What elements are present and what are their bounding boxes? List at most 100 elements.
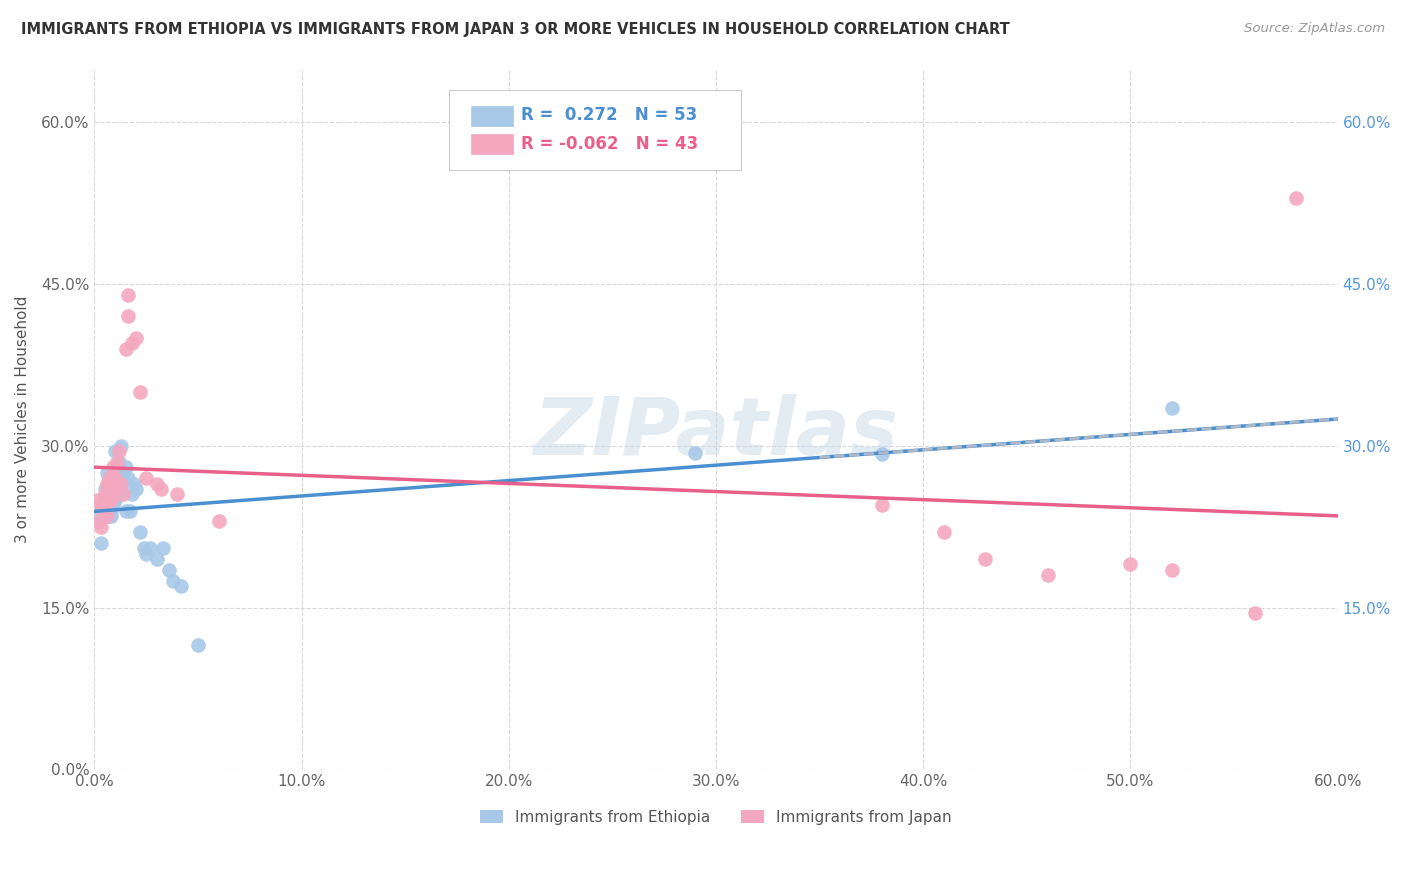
FancyBboxPatch shape <box>449 89 741 170</box>
Point <box>125 482 148 496</box>
Point <box>104 492 127 507</box>
Point <box>149 482 172 496</box>
Point <box>152 541 174 556</box>
Point <box>104 482 127 496</box>
Point <box>932 525 955 540</box>
Point <box>114 342 136 356</box>
Point <box>91 492 114 507</box>
FancyBboxPatch shape <box>471 106 513 126</box>
Point <box>108 482 131 496</box>
Point <box>100 498 122 512</box>
Point <box>91 492 114 507</box>
Point <box>101 498 124 512</box>
Point <box>974 552 997 566</box>
Point <box>135 471 157 485</box>
Point <box>96 492 118 507</box>
FancyBboxPatch shape <box>471 135 513 154</box>
Point <box>114 503 136 517</box>
Point <box>105 471 128 485</box>
Point <box>100 503 122 517</box>
Point <box>145 476 167 491</box>
Point <box>104 471 127 485</box>
Point <box>96 508 118 523</box>
Point <box>135 547 157 561</box>
Point <box>162 574 184 588</box>
Text: ZIPatlas: ZIPatlas <box>533 394 898 472</box>
Point <box>1036 568 1059 582</box>
Point <box>1160 401 1182 416</box>
Point <box>101 482 124 496</box>
Point <box>90 503 112 517</box>
Point <box>117 288 139 302</box>
Point <box>98 476 121 491</box>
Point <box>86 492 108 507</box>
Point <box>104 444 127 458</box>
Point <box>87 514 110 528</box>
Point <box>122 476 145 491</box>
Point <box>117 471 139 485</box>
Point <box>90 519 112 533</box>
Text: IMMIGRANTS FROM ETHIOPIA VS IMMIGRANTS FROM JAPAN 3 OR MORE VEHICLES IN HOUSEHOL: IMMIGRANTS FROM ETHIOPIA VS IMMIGRANTS F… <box>21 22 1010 37</box>
Point <box>100 487 122 501</box>
Legend: Immigrants from Ethiopia, Immigrants from Japan: Immigrants from Ethiopia, Immigrants fro… <box>481 810 952 825</box>
Point <box>110 476 132 491</box>
Point <box>98 471 121 485</box>
Point <box>94 498 117 512</box>
Point <box>94 487 117 501</box>
Point <box>1243 606 1265 620</box>
Point <box>1285 191 1308 205</box>
Point <box>94 498 117 512</box>
Point <box>139 541 162 556</box>
Point <box>112 466 135 480</box>
Y-axis label: 3 or more Vehicles in Household: 3 or more Vehicles in Household <box>15 295 30 542</box>
Point <box>145 552 167 566</box>
Point <box>98 492 121 507</box>
Point <box>101 482 124 496</box>
Text: R =  0.272   N = 53: R = 0.272 N = 53 <box>520 106 697 125</box>
Point <box>94 508 117 523</box>
Point <box>157 563 180 577</box>
Point <box>90 536 112 550</box>
Point <box>98 508 121 523</box>
Point <box>187 638 209 652</box>
Point <box>108 444 131 458</box>
Point <box>870 498 893 512</box>
Point <box>125 331 148 345</box>
Text: Source: ZipAtlas.com: Source: ZipAtlas.com <box>1244 22 1385 36</box>
Point <box>114 460 136 475</box>
Point <box>96 508 118 523</box>
Point <box>94 482 117 496</box>
Text: R = -0.062   N = 43: R = -0.062 N = 43 <box>520 135 699 153</box>
Point <box>100 476 122 491</box>
Point <box>101 460 124 475</box>
Point <box>91 503 114 517</box>
Point <box>98 492 121 507</box>
Point <box>100 492 122 507</box>
Point <box>1160 563 1182 577</box>
Point <box>96 466 118 480</box>
Point <box>117 310 139 324</box>
Point <box>166 487 188 501</box>
Point <box>108 455 131 469</box>
Point <box>91 498 114 512</box>
Point <box>98 503 121 517</box>
Point <box>112 487 135 501</box>
Point <box>870 448 893 462</box>
Point <box>101 492 124 507</box>
Point <box>110 476 132 491</box>
Point <box>104 476 127 491</box>
Point <box>105 487 128 501</box>
Point <box>208 514 231 528</box>
Point <box>121 336 143 351</box>
Point <box>110 439 132 453</box>
Point <box>121 487 143 501</box>
Point <box>170 579 193 593</box>
Point <box>129 384 152 399</box>
Point <box>105 455 128 469</box>
Point <box>96 503 118 517</box>
Point <box>98 471 121 485</box>
Point <box>118 503 141 517</box>
Point <box>87 514 110 528</box>
Point <box>100 508 122 523</box>
Point <box>685 446 707 460</box>
